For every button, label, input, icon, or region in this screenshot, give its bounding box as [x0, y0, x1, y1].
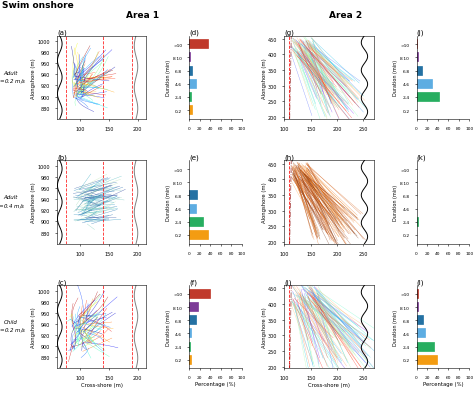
Text: (b): (b): [57, 154, 67, 160]
Bar: [417, 303, 419, 312]
Bar: [189, 355, 191, 365]
Bar: [189, 230, 209, 240]
Text: (l): (l): [417, 279, 424, 285]
Y-axis label: Alongshore (m): Alongshore (m): [262, 307, 267, 347]
Y-axis label: Duration (min): Duration (min): [393, 309, 398, 345]
Bar: [417, 40, 418, 50]
Y-axis label: Alongshore (m): Alongshore (m): [31, 307, 36, 347]
Text: (g): (g): [284, 30, 294, 36]
Bar: [417, 315, 425, 325]
Bar: [189, 204, 197, 214]
Text: (j): (j): [417, 30, 424, 36]
Bar: [189, 315, 197, 325]
X-axis label: Percentage (%): Percentage (%): [195, 381, 236, 386]
Bar: [417, 355, 438, 365]
Bar: [189, 329, 191, 339]
Bar: [189, 303, 199, 312]
Text: (a): (a): [57, 30, 67, 36]
Bar: [189, 80, 197, 90]
X-axis label: Percentage (%): Percentage (%): [423, 381, 463, 386]
Text: Child
$J_s$=0.2 m/s: Child $J_s$=0.2 m/s: [0, 320, 26, 335]
Y-axis label: Duration (min): Duration (min): [393, 185, 398, 220]
Bar: [417, 80, 433, 90]
Y-axis label: Duration (min): Duration (min): [393, 60, 398, 96]
Y-axis label: Alongshore (m): Alongshore (m): [31, 182, 36, 223]
Text: (e): (e): [189, 154, 199, 160]
Bar: [417, 93, 440, 102]
Y-axis label: Duration (min): Duration (min): [166, 60, 171, 96]
Y-axis label: Alongshore (m): Alongshore (m): [31, 58, 36, 98]
Text: Swim onshore: Swim onshore: [2, 1, 74, 10]
X-axis label: Cross-shore (m): Cross-shore (m): [81, 382, 123, 387]
Text: Adult
$J_s$=0.2 m/s: Adult $J_s$=0.2 m/s: [0, 70, 26, 85]
Y-axis label: Alongshore (m): Alongshore (m): [262, 58, 267, 98]
Text: (k): (k): [417, 154, 426, 160]
Bar: [189, 40, 209, 50]
Bar: [189, 66, 193, 76]
Bar: [189, 342, 191, 352]
Bar: [189, 106, 193, 116]
Bar: [189, 217, 204, 227]
Bar: [417, 217, 419, 227]
Bar: [189, 191, 198, 201]
Bar: [417, 53, 419, 63]
Bar: [189, 289, 211, 299]
Text: (f): (f): [189, 279, 197, 285]
Y-axis label: Duration (min): Duration (min): [166, 309, 171, 345]
Bar: [417, 66, 423, 76]
X-axis label: Cross-shore (m): Cross-shore (m): [308, 382, 350, 387]
Bar: [417, 289, 419, 299]
Text: (d): (d): [189, 30, 199, 36]
Y-axis label: Alongshore (m): Alongshore (m): [262, 182, 267, 223]
Text: (i): (i): [284, 279, 292, 285]
Text: Area 2: Area 2: [329, 11, 363, 20]
Text: Adult
$J_s$=0.4 m/s: Adult $J_s$=0.4 m/s: [0, 195, 26, 210]
Text: (c): (c): [57, 279, 66, 285]
Bar: [189, 53, 191, 63]
Bar: [417, 342, 435, 352]
Text: Area 1: Area 1: [126, 11, 159, 20]
Bar: [189, 93, 191, 102]
Y-axis label: Duration (min): Duration (min): [166, 185, 171, 220]
Bar: [417, 329, 426, 339]
Text: (h): (h): [284, 154, 294, 160]
